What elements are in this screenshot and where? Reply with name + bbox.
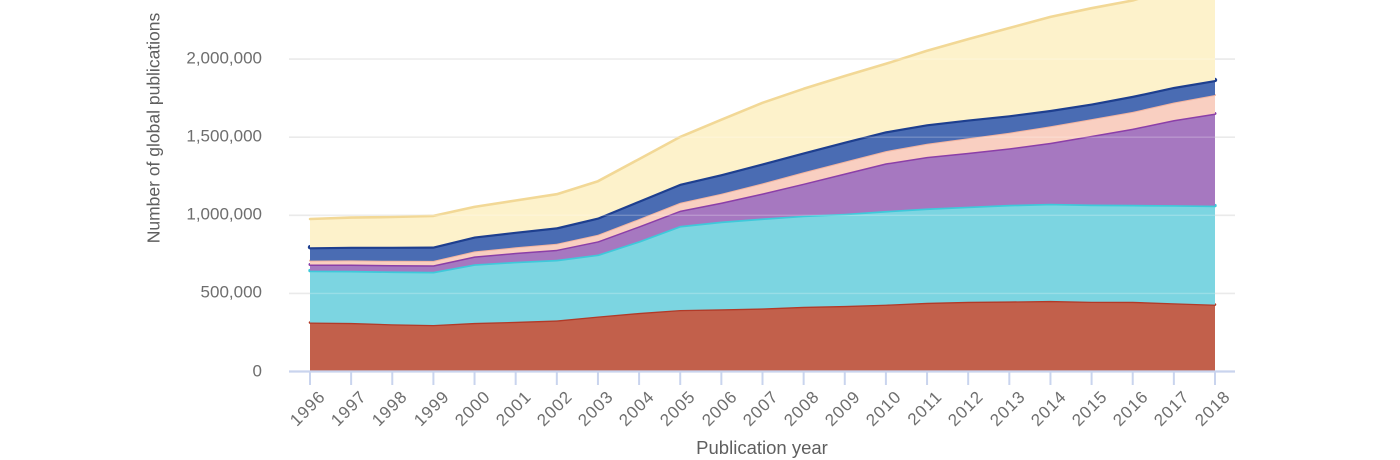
border-cream-yellow-top-band [308,0,1139,221]
area-steel-blue-band[interactable] [310,80,1215,261]
y-tick-label-1,500,000: 1,500,000 [186,126,262,146]
area-cream-yellow-top-band[interactable] [310,0,1215,248]
y-tick-label-2,000,000: 2,000,000 [186,48,262,68]
y-tick-label-500,000: 500,000 [200,282,262,302]
y-axis-title: Number of global publications [143,12,164,244]
y-tick-label-0: 0 [252,361,262,381]
y-tick-label-1,000,000: 1,000,000 [186,204,262,224]
x-axis-title: Publication year [696,437,828,458]
area-terracotta-red-bottom-band[interactable] [310,300,1215,372]
area-cyan-band[interactable] [310,203,1215,325]
area-purple-band[interactable] [310,113,1215,272]
area-pink-band[interactable] [310,95,1215,266]
